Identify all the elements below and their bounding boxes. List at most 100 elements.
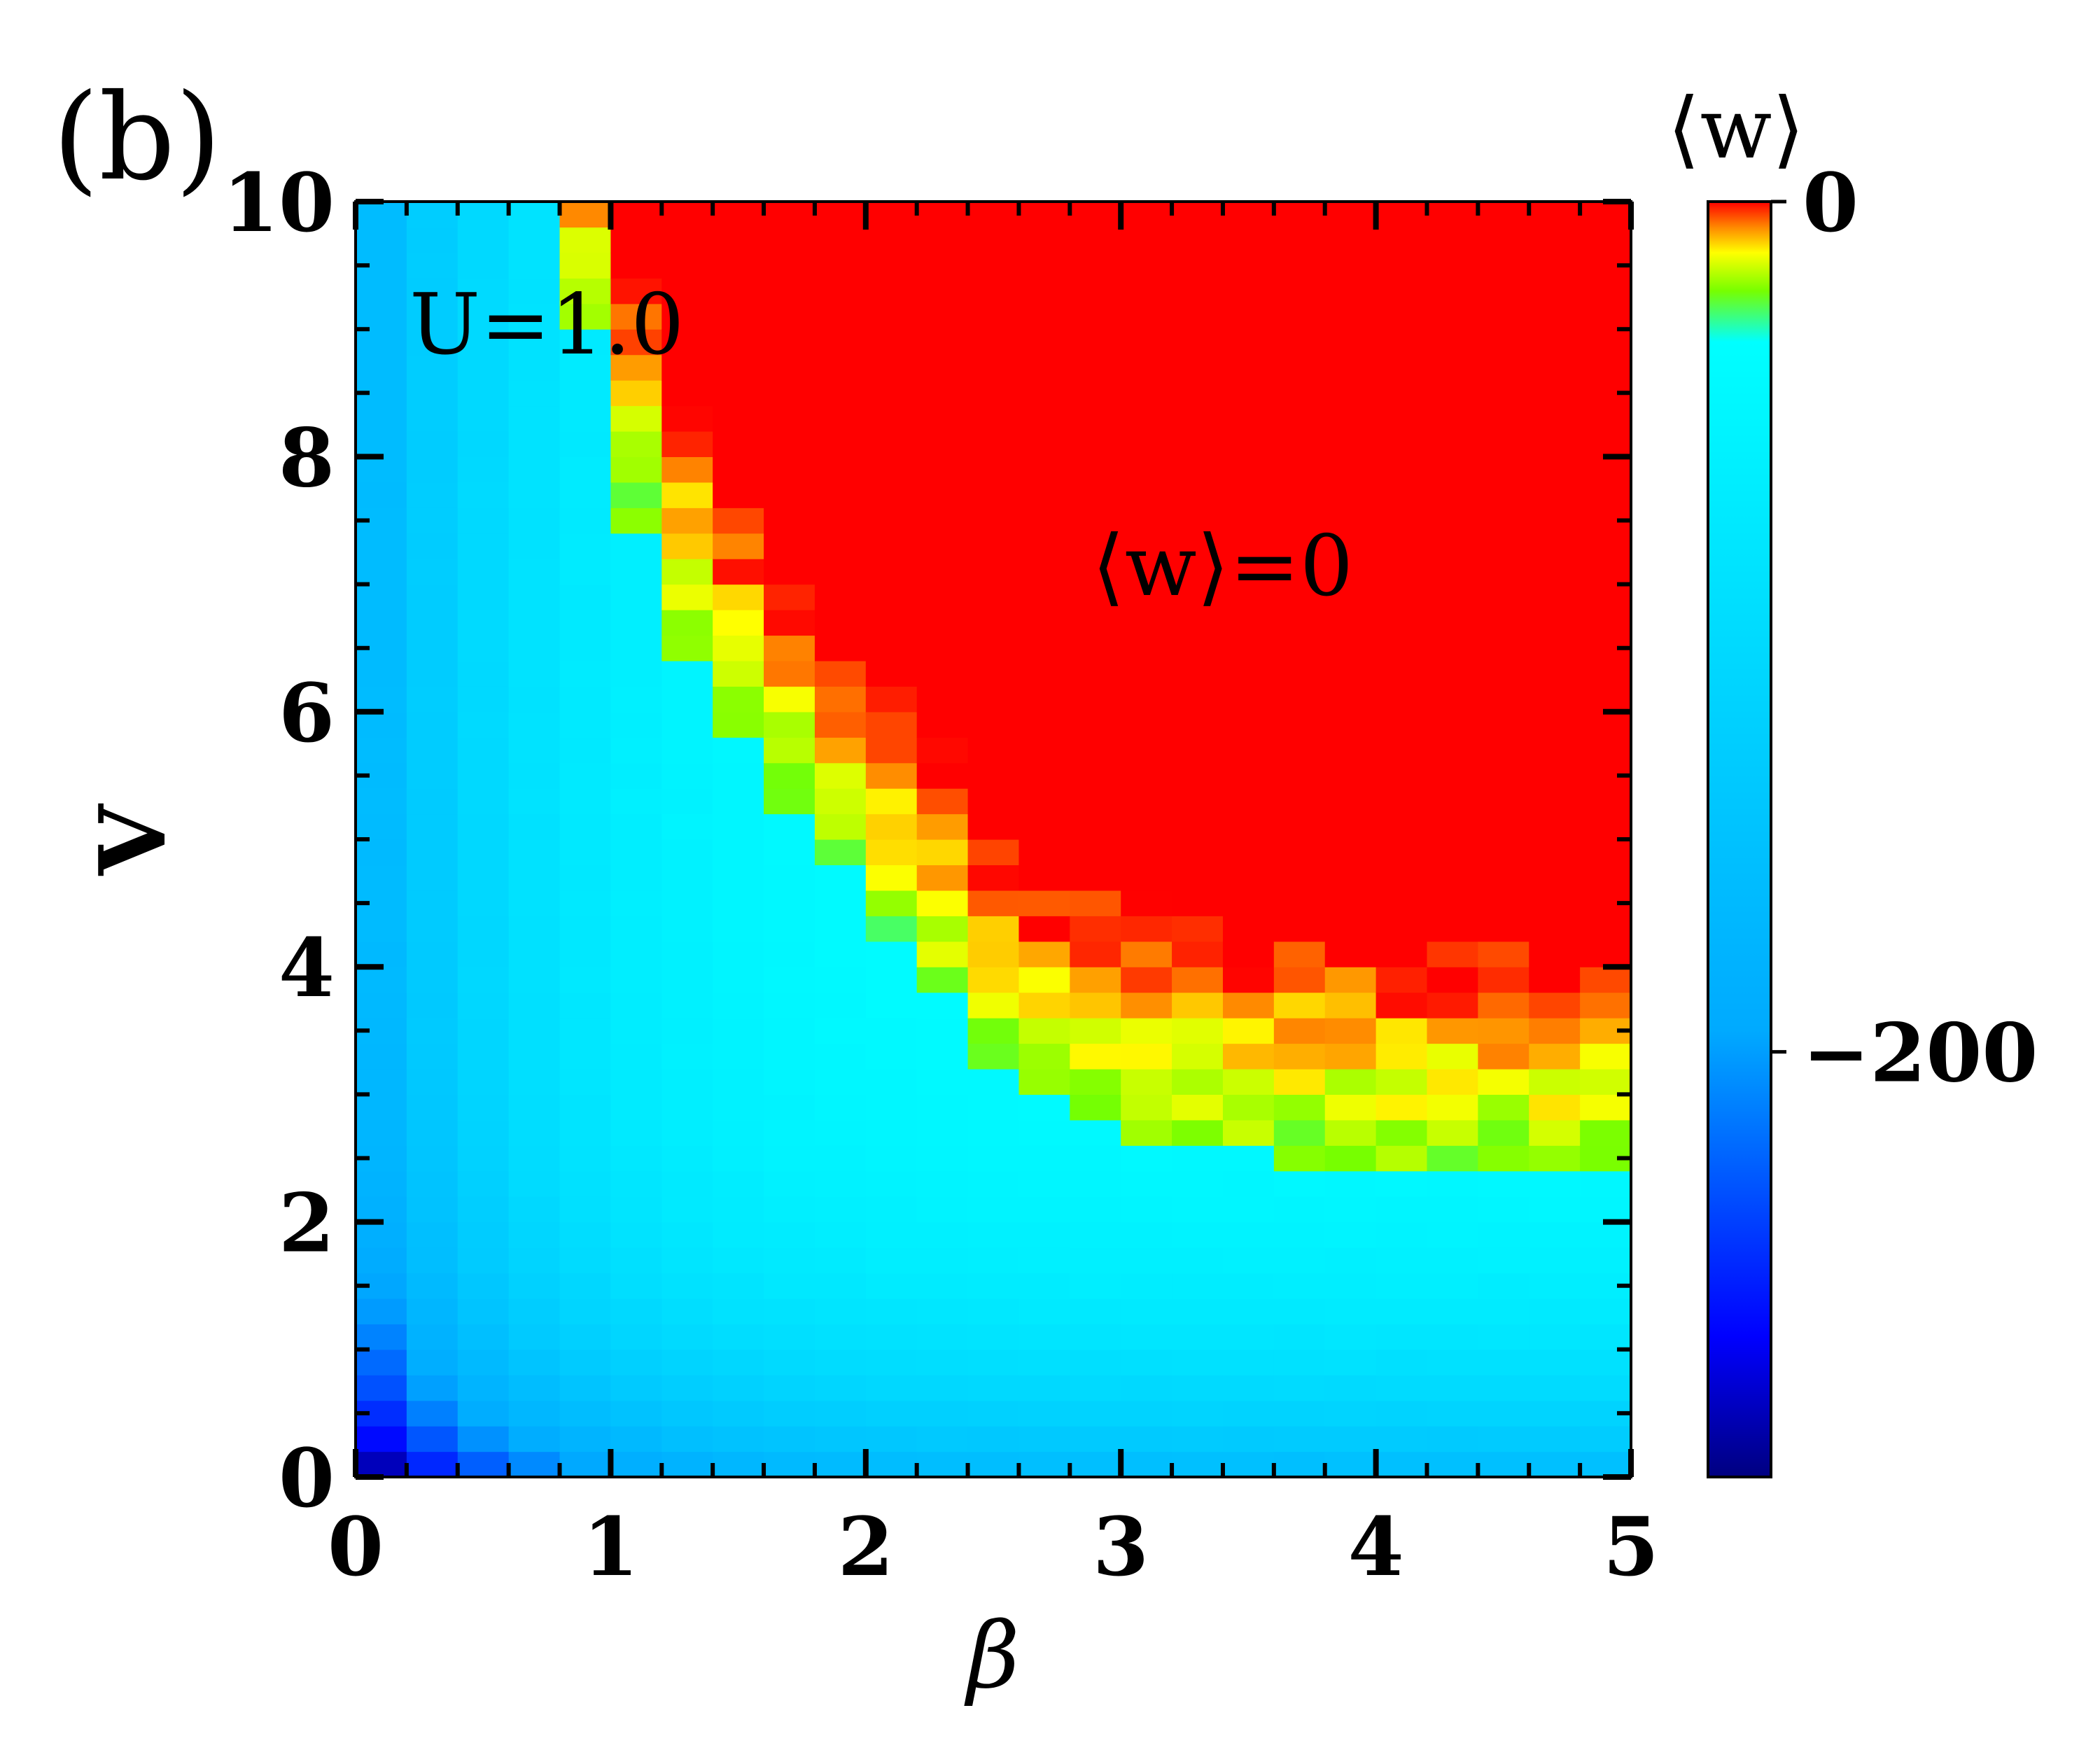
heatmap-cell	[1376, 278, 1428, 304]
heatmap-cell	[1018, 507, 1070, 534]
heatmap-cell	[406, 559, 458, 585]
heatmap-cell	[1478, 1426, 1530, 1452]
heatmap-cell	[916, 1298, 969, 1324]
y-tick-label: 4	[279, 921, 335, 1016]
heatmap-cell	[1070, 660, 1121, 687]
heatmap-cell	[1222, 507, 1275, 534]
heatmap-cell	[1121, 430, 1172, 457]
heatmap-cell	[1222, 329, 1275, 356]
heatmap-cell	[1273, 430, 1326, 457]
heatmap-cell	[1529, 202, 1581, 228]
heatmap-cell	[1273, 1170, 1326, 1197]
heatmap-cell	[1580, 533, 1632, 559]
heatmap-cell	[1273, 711, 1326, 738]
heatmap-cell	[916, 202, 969, 228]
heatmap-cell	[457, 686, 510, 713]
heatmap-cell	[1478, 278, 1530, 304]
heatmap-cell	[865, 202, 918, 228]
heatmap-cell	[1121, 967, 1172, 993]
heatmap-cell	[1478, 430, 1530, 457]
heatmap-cell	[559, 252, 611, 279]
heatmap-cell	[559, 1273, 611, 1299]
heatmap-cell	[1121, 405, 1172, 432]
heatmap-cell	[1018, 456, 1070, 483]
heatmap-cell	[1018, 405, 1070, 432]
heatmap-cell	[457, 559, 510, 585]
heatmap-cell	[916, 1324, 969, 1350]
heatmap-cell	[610, 1222, 662, 1248]
heatmap-cell	[457, 660, 510, 687]
heatmap-cell	[356, 941, 407, 967]
heatmap-cell	[1580, 864, 1632, 891]
heatmap-cell	[1121, 610, 1172, 636]
heatmap-cell	[662, 762, 713, 789]
heatmap-cell	[610, 967, 662, 993]
heatmap-cell	[610, 660, 662, 687]
heatmap-cell	[662, 916, 713, 942]
heatmap-cell	[1222, 711, 1275, 738]
heatmap-cell	[814, 813, 867, 840]
heatmap-cell	[406, 711, 458, 738]
heatmap-cell	[1222, 1349, 1275, 1376]
heatmap-cell	[1427, 711, 1478, 738]
heatmap-cell	[356, 584, 407, 610]
heatmap-cell	[1324, 1068, 1377, 1095]
heatmap-cell	[814, 737, 867, 764]
heatmap-cell	[610, 1426, 662, 1452]
heatmap-cell	[713, 227, 764, 253]
heatmap-cell	[967, 1247, 1020, 1274]
heatmap-cell	[457, 1018, 510, 1044]
heatmap-cell	[764, 1298, 816, 1324]
heatmap-cell	[1172, 1273, 1224, 1299]
heatmap-cell	[662, 813, 713, 840]
heatmap-cell	[814, 711, 867, 738]
colorbar-tick-label: 0	[1802, 156, 1858, 251]
heatmap-cell	[1580, 839, 1632, 866]
heatmap-cell	[713, 916, 764, 942]
heatmap-cell	[865, 533, 918, 559]
heatmap-cell	[406, 380, 458, 407]
heatmap-cell	[1018, 1375, 1070, 1401]
heatmap-cell	[1172, 430, 1224, 457]
heatmap-cell	[1018, 303, 1070, 330]
heatmap-cell	[508, 916, 561, 942]
heatmap-cell	[406, 507, 458, 534]
heatmap-cell	[406, 1400, 458, 1427]
heatmap-cell	[1121, 711, 1172, 738]
heatmap-cell	[406, 1273, 458, 1299]
heatmap-cell	[1324, 737, 1377, 764]
heatmap-cell	[916, 660, 969, 687]
heatmap-cell	[1172, 737, 1224, 764]
heatmap-cell	[1580, 660, 1632, 687]
heatmap-cell	[1376, 430, 1428, 457]
heatmap-cell	[764, 660, 816, 687]
heatmap-cell	[1222, 890, 1275, 916]
heatmap-cell	[1121, 813, 1172, 840]
heatmap-cell	[559, 788, 611, 815]
heatmap-cell	[508, 252, 561, 279]
heatmap-cell	[1427, 839, 1478, 866]
heatmap-cell	[610, 533, 662, 559]
heatmap-cell	[1121, 1043, 1172, 1070]
heatmap-cell	[662, 1094, 713, 1121]
heatmap-cell	[814, 1375, 867, 1401]
heatmap-cell	[713, 788, 764, 815]
heatmap-cell	[865, 1349, 918, 1376]
heatmap-cell	[865, 788, 918, 815]
heatmap-cell	[1172, 1247, 1224, 1274]
heatmap-cell	[1324, 380, 1377, 407]
heatmap-cell	[1018, 864, 1070, 891]
heatmap-cell	[1070, 686, 1121, 713]
heatmap-cell	[1121, 303, 1172, 330]
heatmap-cell	[1121, 1170, 1172, 1197]
heatmap-cell	[1580, 278, 1632, 304]
heatmap-cell	[1376, 660, 1428, 687]
heatmap-cell	[814, 660, 867, 687]
heatmap-cell	[559, 1349, 611, 1376]
heatmap-cell	[865, 635, 918, 662]
heatmap-cell	[1376, 252, 1428, 279]
heatmap-cell	[1427, 916, 1478, 942]
heatmap-cell	[1580, 916, 1632, 942]
heatmap-cell	[814, 1298, 867, 1324]
heatmap-cell	[1018, 737, 1070, 764]
